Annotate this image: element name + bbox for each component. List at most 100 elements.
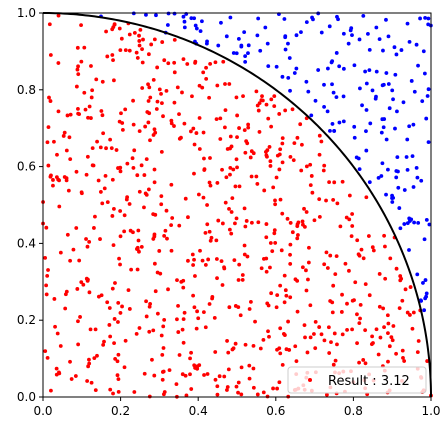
point-inside [295,224,300,229]
point-inside [214,238,219,243]
point-inside [215,181,220,185]
point-inside [192,363,197,368]
point-inside [235,135,239,139]
point-inside [410,326,415,331]
point-inside [416,339,421,343]
x-tick-label: 0.0 [33,404,52,418]
point-outside [309,113,314,118]
point-inside [56,177,61,182]
point-inside [247,363,252,368]
point-inside [331,362,336,367]
point-outside [401,100,406,105]
point-inside [223,108,228,113]
point-inside [394,266,399,271]
point-inside [236,278,241,282]
point-outside [144,13,148,17]
point-outside [425,94,430,98]
point-outside [246,43,251,48]
point-inside [75,67,80,72]
point-inside [53,324,57,329]
point-outside [374,69,379,74]
point-inside [166,287,170,292]
point-inside [188,372,192,377]
point-inside [154,107,159,111]
point-inside [266,329,270,334]
point-inside [169,118,174,123]
point-inside [208,61,213,66]
point-inside [208,238,213,243]
point-inside [209,235,214,240]
point-inside [47,95,51,100]
point-inside [288,252,292,257]
point-inside [213,377,218,382]
point-outside [398,226,403,231]
point-outside [280,74,285,79]
point-inside [267,334,271,339]
point-outside [392,45,397,50]
point-inside [110,27,115,32]
point-inside [403,287,408,292]
point-inside [164,89,169,93]
point-outside [379,130,384,135]
point-inside [269,124,274,129]
point-inside [261,337,266,342]
point-outside [390,88,395,93]
point-inside [290,107,295,112]
point-inside [82,45,87,50]
point-inside [107,306,112,310]
point-outside [294,66,299,71]
point-outside [367,180,372,185]
point-inside [99,109,104,113]
point-inside [394,351,398,356]
point-inside [357,321,362,325]
point-outside [224,34,229,39]
point-outside [358,86,362,91]
point-inside [317,214,322,219]
point-inside [321,168,326,173]
point-outside [198,29,203,34]
point-inside [197,116,202,120]
point-outside [424,291,429,296]
point-outside [421,49,426,54]
point-inside [233,184,238,189]
point-inside [127,307,132,311]
point-inside [280,363,285,367]
point-inside [308,162,313,167]
point-inside [258,346,263,351]
point-outside [357,37,362,42]
point-inside [177,223,182,228]
point-inside [220,221,225,226]
point-inside [180,327,185,332]
point-inside [170,216,175,220]
point-inside [312,332,316,336]
point-inside [408,285,413,289]
point-inside [172,70,177,75]
point-outside [361,13,366,18]
point-outside [336,17,340,22]
point-inside [367,293,372,298]
point-inside [65,113,70,118]
point-inside [192,171,196,176]
point-inside [268,159,273,164]
point-inside [45,140,50,145]
point-inside [189,350,193,355]
point-inside [150,357,154,362]
point-inside [54,366,59,371]
legend: Result : 3.12 [287,366,427,394]
point-inside [280,160,285,165]
point-outside [420,99,425,104]
point-inside [232,258,237,263]
point-inside [112,317,117,321]
point-inside [203,325,208,330]
point-inside [105,54,110,59]
point-outside [329,60,334,65]
point-inside [397,306,402,311]
point-inside [387,344,392,349]
point-inside [347,268,351,273]
point-outside [423,278,428,282]
point-outside [390,200,395,204]
point-inside [105,200,110,204]
point-inside [317,197,322,202]
point-outside [419,299,424,303]
point-inside [249,299,253,304]
